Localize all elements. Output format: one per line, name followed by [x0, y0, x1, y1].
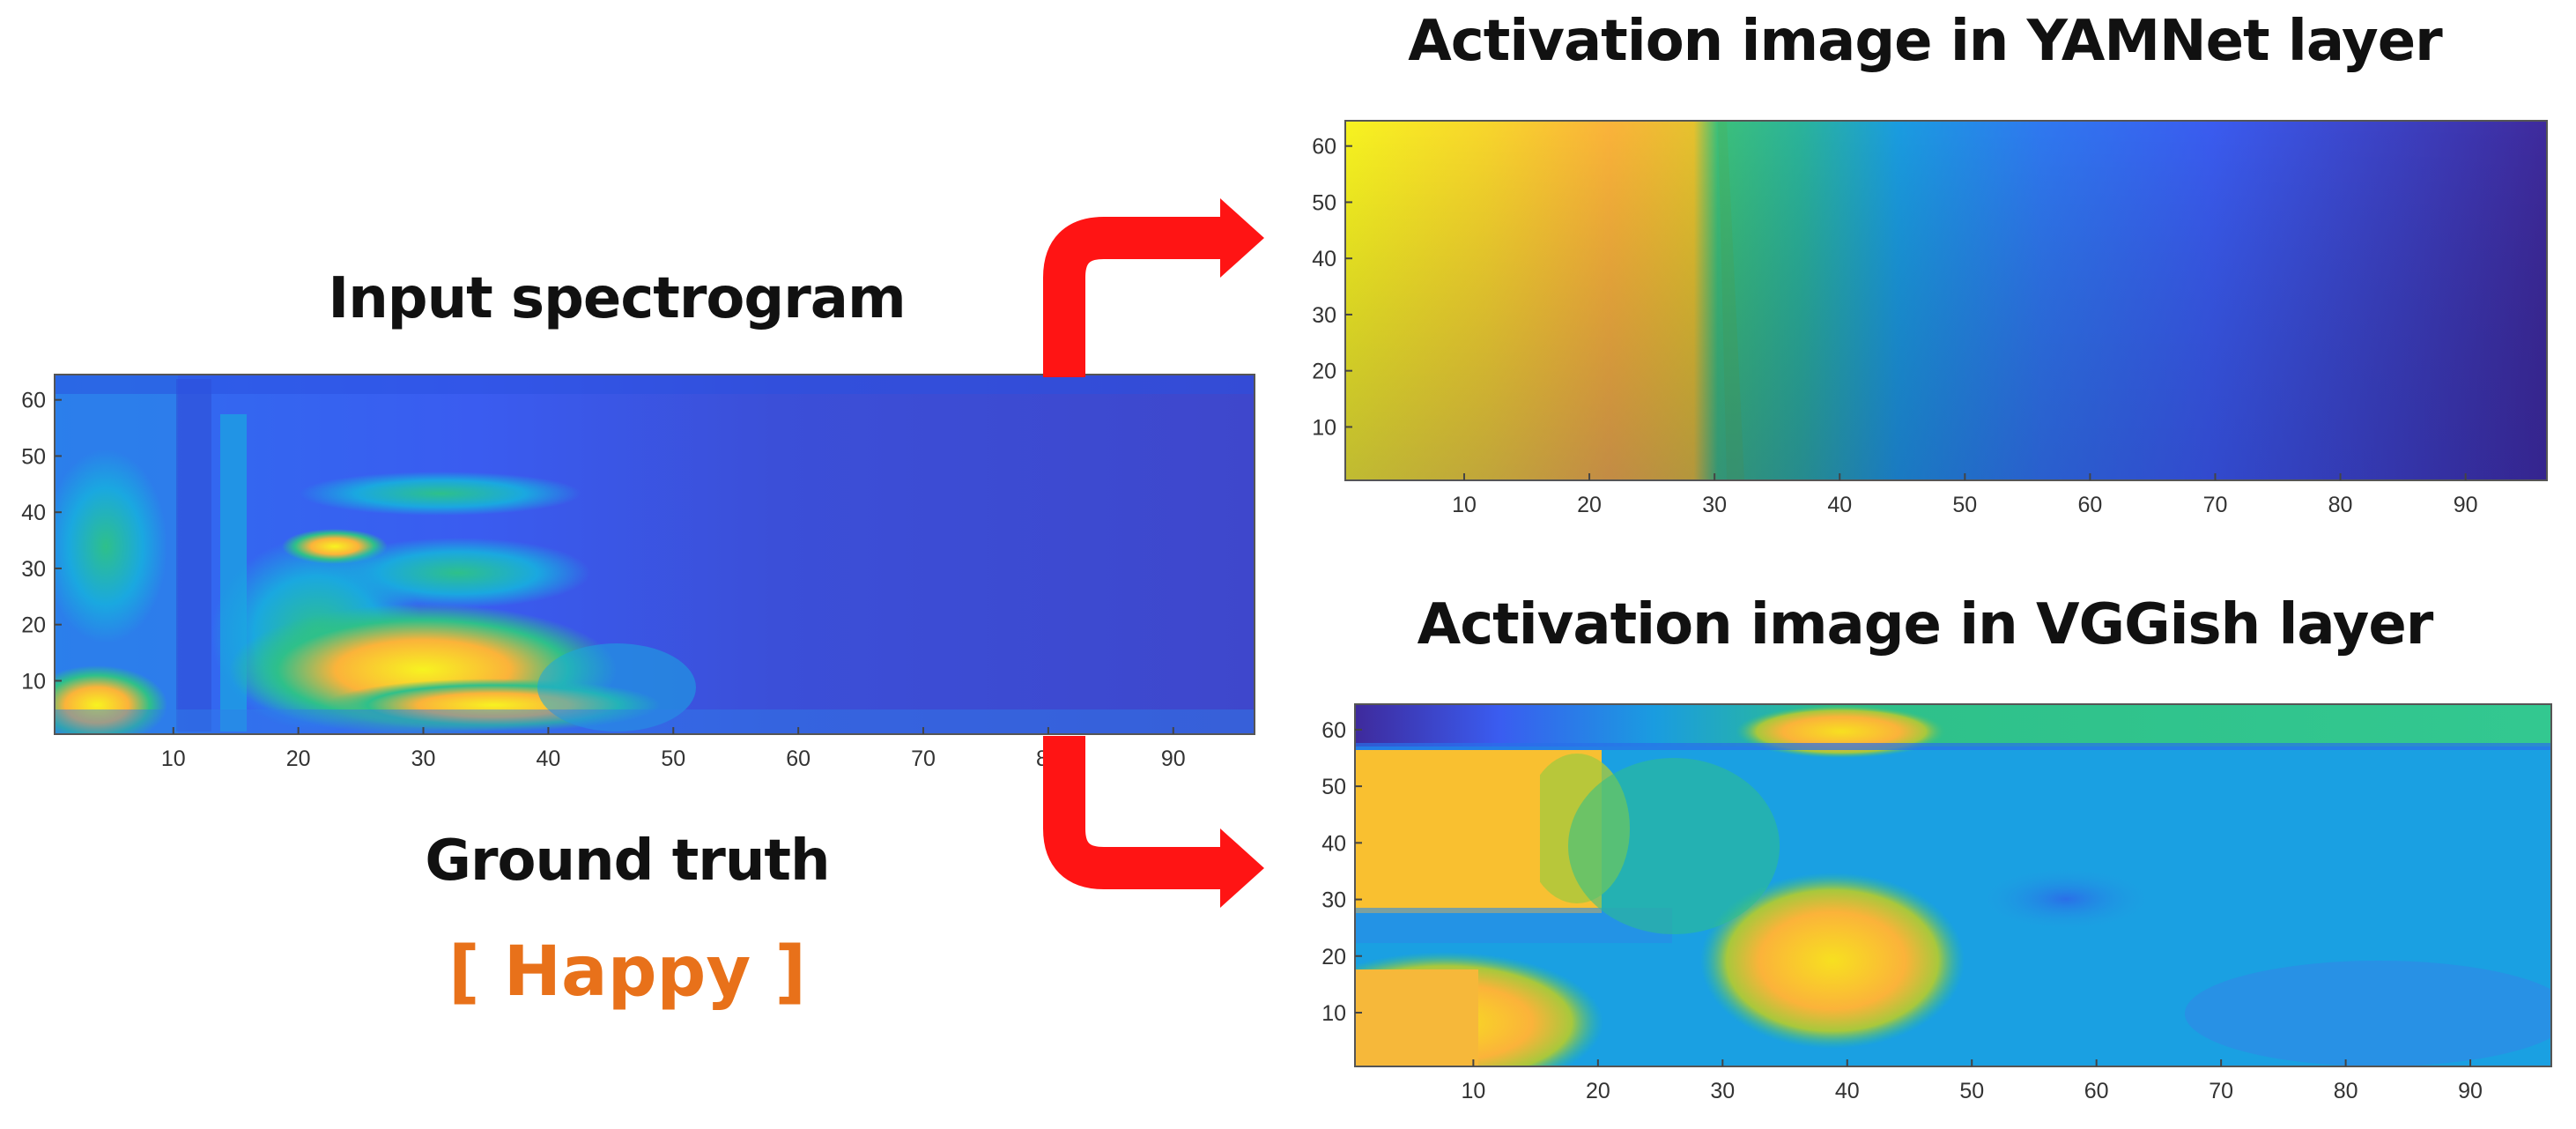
vggish_panel-x-tick-label: 80	[2334, 1079, 2358, 1103]
input_panel-x-tick-label: 90	[1161, 746, 1186, 771]
yamnet_panel-y-tick-label: 20	[1312, 360, 1336, 384]
yamnet_panel-x-tick-label: 10	[1452, 493, 1477, 517]
vggish_panel-x-tick-label: 50	[1959, 1079, 1984, 1103]
input_panel-y-tick-label: 10	[21, 669, 46, 694]
input_panel-x-tick-label: 50	[661, 746, 685, 771]
input_panel-x-tick-label: 70	[911, 746, 936, 771]
yamnet_panel-x-tick-label: 80	[2328, 493, 2353, 517]
yamnet_panel-x-tick-label: 20	[1577, 493, 1602, 517]
input_panel-x-tick-label: 10	[161, 746, 186, 771]
input_panel-y-tick-label: 30	[21, 557, 46, 582]
vggish_panel-y-tick-label: 20	[1321, 945, 1346, 969]
vggish_panel-x-tick-label: 90	[2458, 1079, 2483, 1103]
yamnet_panel-x-tick-label: 60	[2077, 493, 2102, 517]
vggish_panel-y-tick-label: 10	[1321, 1001, 1346, 1026]
input_panel-y-tick-label: 60	[21, 389, 46, 413]
yamnet_panel-y-tick-label: 50	[1312, 190, 1336, 215]
vggish_panel-y-tick-label: 50	[1321, 775, 1346, 799]
vggish_panel-y-tick-label: 60	[1321, 718, 1346, 743]
vggish_panel-y-tick-label: 40	[1321, 831, 1346, 856]
yamnet-axis-ticks: 10 20 30 40 50 60 70 80 90 10 20 30 40 50 60	[1312, 135, 2477, 517]
input_panel-y-tick-label: 20	[21, 613, 46, 638]
yamnet_panel-x-tick-label: 50	[1952, 493, 1977, 517]
yamnet_panel-x-tick-label: 40	[1827, 493, 1852, 517]
yamnet-title: Activation image in YAMNet layer	[1408, 9, 2442, 74]
yamnet_panel-y-tick-label: 60	[1312, 135, 1336, 160]
vggish_panel-x-tick-label: 40	[1835, 1079, 1860, 1103]
vggish_panel-x-tick-label: 10	[1461, 1079, 1485, 1103]
vggish_panel-x-tick-label: 30	[1710, 1079, 1735, 1103]
input_panel-y-tick-label: 50	[21, 444, 46, 469]
input_panel-x-tick-label: 20	[286, 746, 311, 771]
yamnet-activation-plot: 10 20 30 40 50 60 70 80 90 10 20 30 40 50 60	[1312, 120, 2548, 517]
yamnet_panel-x-tick-label: 30	[1702, 493, 1727, 517]
input_panel-x-tick-label: 60	[786, 746, 811, 771]
vggish_panel-x-tick-label: 60	[2084, 1079, 2109, 1103]
arrow-to-vggish	[1043, 736, 1264, 908]
input_panel-y-tick-label: 40	[21, 501, 46, 525]
yamnet_panel-y-tick-label: 30	[1312, 303, 1336, 328]
vggish_panel-x-tick-label: 20	[1586, 1079, 1610, 1103]
yamnet_panel-x-tick-label: 70	[2203, 493, 2228, 517]
ground-truth-label: Ground truth	[425, 828, 830, 894]
input-spectrogram-title: Input spectrogram	[328, 266, 906, 331]
yamnet_panel-x-tick-label: 90	[2454, 493, 2478, 517]
vggish-activation-plot: 10 20 30 40 50 60 70 80 90 10 20 30 40 50 60	[1321, 703, 2552, 1103]
vggish_panel-x-tick-label: 70	[2209, 1079, 2233, 1103]
vggish_panel-y-tick-label: 30	[1321, 888, 1346, 913]
yamnet_panel-y-tick-label: 40	[1312, 247, 1336, 271]
vggish-title: Activation image in VGGish layer	[1417, 592, 2434, 657]
arrow-to-yamnet	[1043, 198, 1264, 377]
happy-class-label: [ Happy ]	[448, 932, 807, 1012]
input_panel-x-tick-label: 30	[411, 746, 436, 771]
vggish-axis-ticks: 10 20 30 40 50 60 70 80 90 10 20 30 40 50 60	[1321, 718, 2483, 1103]
yamnet_panel-y-tick-label: 10	[1312, 415, 1336, 440]
input_panel-x-tick-label: 40	[537, 746, 561, 771]
